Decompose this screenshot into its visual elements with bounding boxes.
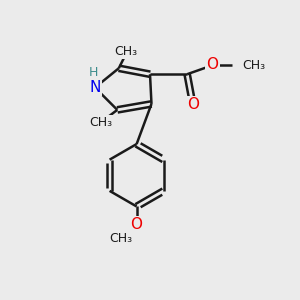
Text: O: O — [187, 97, 199, 112]
Text: N: N — [89, 80, 101, 95]
Text: CH₃: CH₃ — [89, 116, 112, 129]
Text: O: O — [130, 217, 142, 232]
Text: CH₃: CH₃ — [242, 59, 265, 72]
Text: H: H — [89, 66, 98, 79]
Text: CH₃: CH₃ — [110, 232, 133, 245]
Text: CH₃: CH₃ — [115, 44, 138, 58]
Text: O: O — [206, 57, 218, 72]
